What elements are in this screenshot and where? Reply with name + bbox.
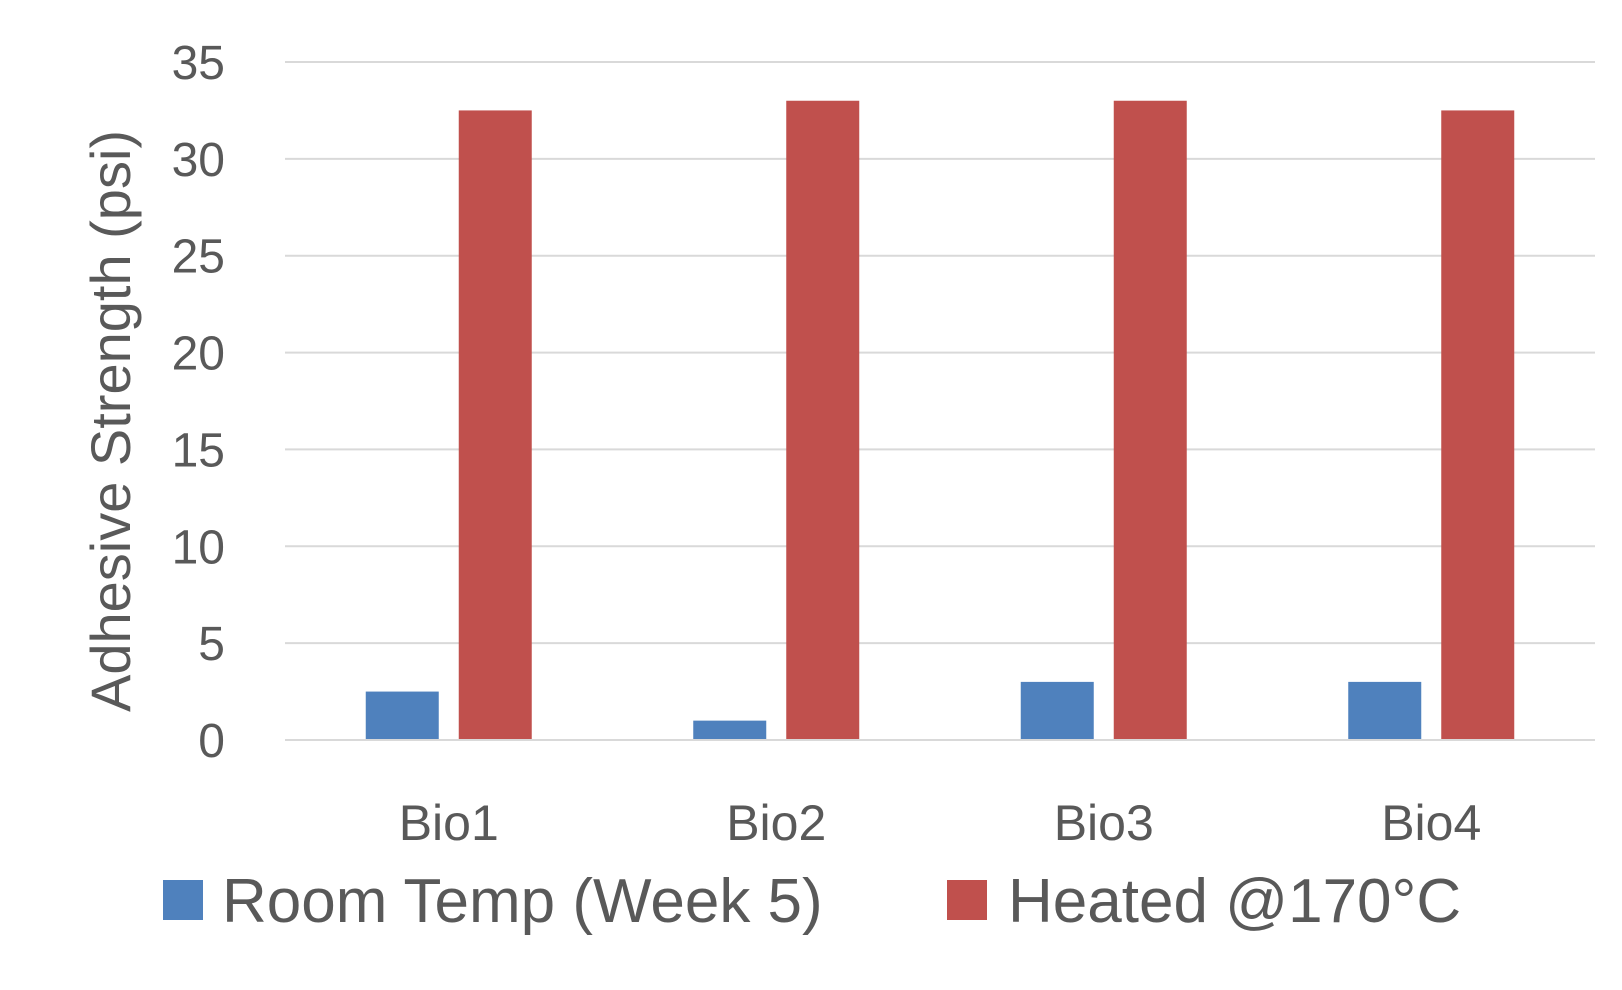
- x-category-label: Bio2: [726, 795, 826, 851]
- y-tick-label: 25: [172, 231, 225, 284]
- x-axis-categories: Bio1 Bio2 Bio3 Bio4: [399, 795, 1482, 851]
- legend-swatch-1: [163, 880, 203, 920]
- y-tick-label: 15: [172, 424, 225, 477]
- bar-bio4-series-2: [1441, 110, 1515, 740]
- legend: Room Temp (Week 5) Heated @170°C: [163, 867, 1461, 936]
- bar-bio2-series-1: [693, 720, 767, 740]
- y-tick-label: 35: [172, 37, 225, 90]
- bar-bio1-series-2: [458, 110, 532, 740]
- y-tick-label: 0: [198, 715, 225, 768]
- y-tick-label: 5: [198, 618, 225, 671]
- bar-bio3-series-1: [1020, 681, 1094, 740]
- y-tick-label: 20: [172, 328, 225, 381]
- bar-bio2-series-2: [786, 100, 860, 740]
- bars: [365, 100, 1515, 740]
- bar-bio1-series-1: [365, 691, 439, 740]
- x-category-label: Bio4: [1381, 795, 1481, 851]
- bar-bio4-series-1: [1348, 681, 1422, 740]
- bar-bio3-series-2: [1113, 100, 1187, 740]
- x-category-label: Bio3: [1054, 795, 1154, 851]
- legend-swatch-2: [947, 880, 987, 920]
- x-category-label: Bio1: [399, 795, 499, 851]
- legend-label-1: Room Temp (Week 5): [222, 867, 823, 936]
- y-axis-ticks: 0 5 10 15 20 25 30 35: [172, 37, 225, 768]
- legend-label-2: Heated @170°C: [1008, 867, 1461, 936]
- y-axis-title: Adhesive Strength (psi): [79, 130, 142, 712]
- y-tick-label: 10: [172, 521, 225, 574]
- y-tick-label: 30: [172, 134, 225, 187]
